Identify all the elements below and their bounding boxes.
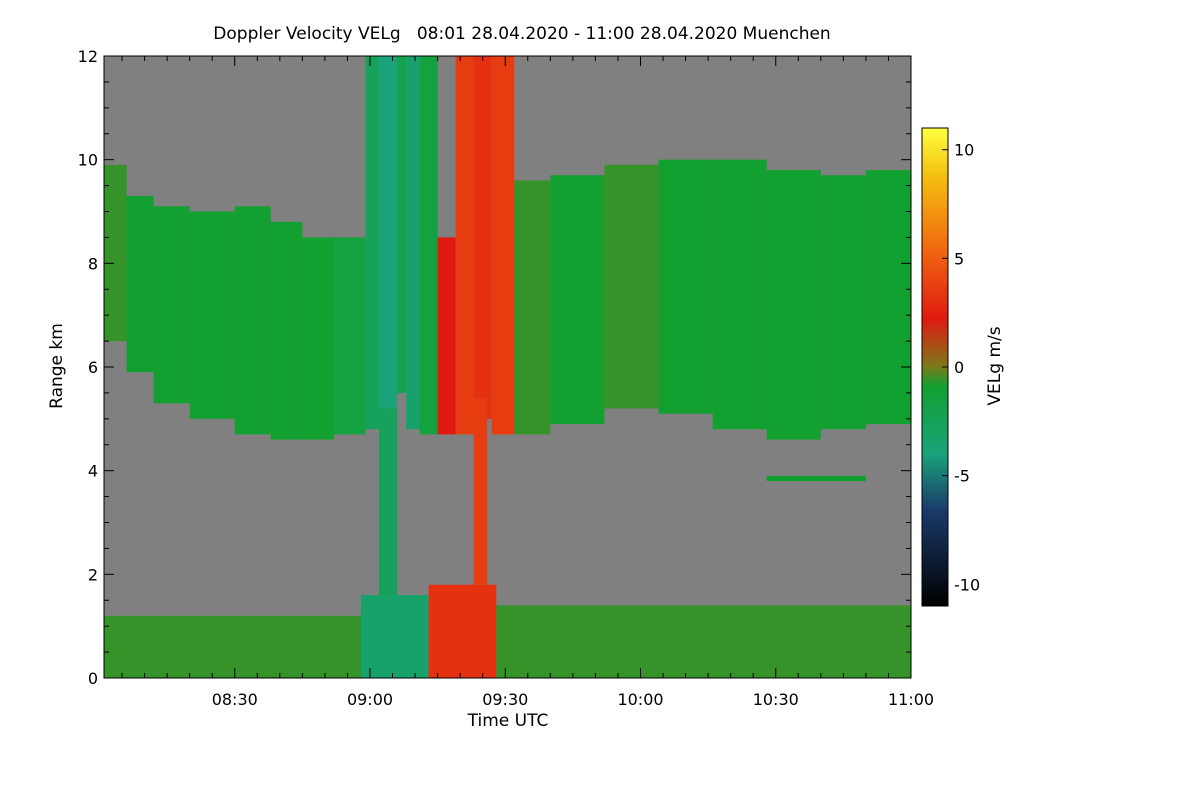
velocity-region	[104, 615, 361, 678]
colorbar-tick-label: 0	[954, 358, 964, 377]
velocity-region	[455, 56, 474, 435]
velocity-region	[604, 164, 659, 409]
y-tick-label: 6	[88, 358, 98, 377]
velocity-region	[491, 56, 515, 435]
velocity-region	[820, 175, 866, 430]
x-axis: 08:30 09:00 09:30 10:00 10:30 11:00	[121, 56, 934, 709]
velocity-region	[189, 211, 235, 419]
y-tick-label: 0	[88, 669, 98, 688]
x-axis-label: Time UTC	[467, 711, 549, 731]
y-axis-label: Range km	[47, 323, 67, 409]
velocity-region	[712, 159, 767, 430]
velocity-region	[473, 398, 488, 585]
x-tick-label: 09:00	[347, 690, 393, 709]
x-tick-label: 11:00	[888, 690, 934, 709]
velocity-region	[360, 595, 429, 678]
y-tick-label: 12	[78, 47, 98, 66]
velocity-region	[550, 175, 605, 425]
velocity-region	[766, 475, 866, 482]
velocity-region	[865, 170, 911, 425]
velocity-region	[496, 605, 911, 678]
y-tick-label: 8	[88, 254, 98, 273]
x-tick-label: 10:30	[753, 690, 799, 709]
velocity-region	[419, 56, 438, 435]
velocity-region	[406, 56, 420, 430]
colorbar-axis: 10 5 0 -5 -10	[942, 141, 980, 594]
colorbar-tick-label: 5	[954, 249, 964, 268]
chart-title: Doppler Velocity VELg 08:01 28.04.2020 -…	[213, 24, 830, 44]
velocity-region	[302, 237, 334, 440]
velocity-region	[437, 237, 456, 435]
velocity-region	[428, 584, 497, 678]
velocity-regions	[104, 56, 911, 678]
velocity-region	[766, 170, 821, 440]
colorbar-tick-label: -10	[954, 575, 980, 594]
colorbar-tick-label: 10	[954, 141, 974, 160]
y-axis: 0 2 4 6 8 10 12	[78, 47, 911, 688]
velocity-region	[658, 159, 713, 414]
y-tick-label: 4	[88, 462, 98, 481]
velocity-region	[126, 195, 154, 373]
velocity-region	[270, 221, 303, 440]
y-tick-label: 10	[78, 151, 98, 170]
velocity-region	[333, 237, 366, 435]
x-tick-label: 08:30	[212, 690, 258, 709]
velocity-region	[153, 206, 190, 404]
y-tick-label: 2	[88, 565, 98, 584]
colorbar-tick-label: -5	[954, 467, 970, 486]
velocity-region	[104, 164, 127, 342]
velocity-region	[514, 180, 551, 435]
colorbar-label: VELg m/s	[985, 326, 1005, 405]
velocity-region	[365, 56, 380, 430]
velocity-region	[397, 56, 407, 393]
velocity-region	[234, 206, 271, 435]
x-tick-label: 10:00	[617, 690, 663, 709]
x-tick-label: 09:30	[482, 690, 528, 709]
velocity-region	[473, 56, 492, 419]
